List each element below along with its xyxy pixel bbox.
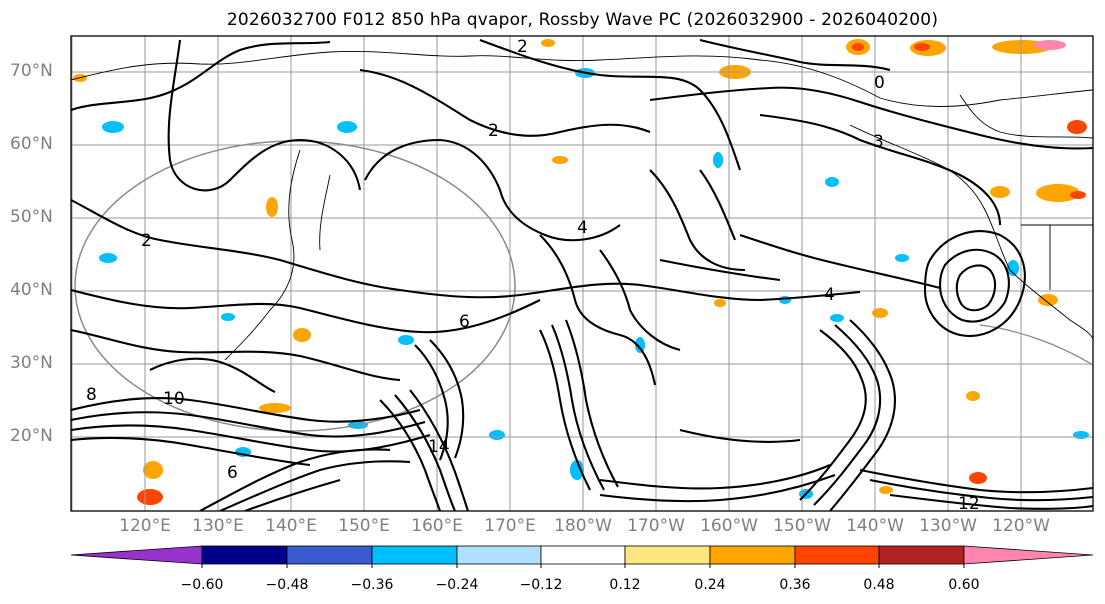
- colorbar-segment: [709, 545, 796, 565]
- colorbar-tick-label: 0.48: [863, 577, 895, 593]
- lon-label: 120°E: [119, 516, 171, 536]
- colorbar-segment: [794, 545, 880, 565]
- contour-label: 4: [577, 218, 588, 238]
- colorbar-tick-label: −0.36: [350, 577, 394, 593]
- contour-label: 0: [874, 73, 885, 93]
- lat-label-30n: 30°N: [10, 353, 53, 373]
- colorbar-tick-label: 0.60: [948, 577, 980, 593]
- contour-labels: 2 2 4 4 6 6 8 10 12 14 2 0 3: [86, 37, 980, 514]
- colorbar: [70, 545, 1094, 568]
- map-layers: 2 2 4 4 6 6 8 10 12 14 2 0 3: [71, 36, 1093, 514]
- contour-label: 2: [517, 37, 528, 57]
- lat-label-70n: 70°N: [10, 61, 53, 81]
- lon-label: 150°W: [773, 516, 831, 536]
- map-frame: [70, 35, 1094, 512]
- lon-label: 130°E: [192, 516, 244, 536]
- lat-label-40n: 40°N: [10, 280, 53, 300]
- contour-label: 8: [86, 385, 97, 405]
- map-title: 2026032700 F012 850 hPa qvapor, Rossby W…: [226, 10, 939, 30]
- lon-label: 160°E: [411, 516, 463, 536]
- lat-label-50n: 50°N: [10, 207, 53, 227]
- colorbar-segment: [540, 545, 626, 565]
- colorbar-tick-label: −0.24: [435, 577, 479, 593]
- lon-label: 140°E: [265, 516, 317, 536]
- colorbar-tick-label: −0.60: [180, 577, 224, 593]
- contour-lines: [71, 38, 1093, 511]
- colorbar-tick-label: −0.48: [265, 577, 309, 593]
- lon-label: 120°W: [992, 516, 1050, 536]
- anomaly-shading: [73, 39, 1089, 505]
- lon-label: 140°W: [846, 516, 904, 536]
- colorbar-tick-label: 0.36: [779, 577, 811, 593]
- colorbar-extend-left: [70, 545, 203, 565]
- contour-label: 14: [428, 437, 450, 457]
- lat-label-60n: 60°N: [10, 134, 53, 154]
- lon-label: 160°W: [700, 516, 758, 536]
- contour-label: 6: [459, 312, 470, 332]
- colorbar-tick-label: 0.12: [609, 577, 641, 593]
- contour-label: 2: [488, 121, 499, 141]
- lon-label: 180°W: [554, 516, 612, 536]
- contour-label: 4: [824, 285, 835, 305]
- lon-label: 130°W: [919, 516, 977, 536]
- lon-label: 170°W: [627, 516, 685, 536]
- lon-label: 170°E: [484, 516, 536, 536]
- colorbar-extend-right: [963, 545, 1094, 565]
- lon-label: 150°E: [338, 516, 390, 536]
- colorbar-tick-label: −0.12: [519, 577, 563, 593]
- colorbar-tick-label: 0.24: [694, 577, 726, 593]
- colorbar-segment: [286, 545, 373, 565]
- map-background: [71, 36, 1093, 511]
- colorbar-segment: [201, 545, 288, 565]
- lat-label-20n: 20°N: [10, 426, 53, 446]
- contour-label: 2: [141, 231, 152, 251]
- contour-label: 6: [227, 463, 238, 483]
- contour-label: 3: [873, 132, 884, 152]
- colorbar-segment: [371, 545, 458, 565]
- coastlines: [71, 50, 1093, 361]
- colorbar-segment: [624, 545, 711, 565]
- contour-label: 10: [163, 389, 185, 409]
- colorbar-segment: [878, 545, 965, 565]
- contour-label: 12: [958, 494, 980, 514]
- colorbar-segment: [456, 545, 542, 565]
